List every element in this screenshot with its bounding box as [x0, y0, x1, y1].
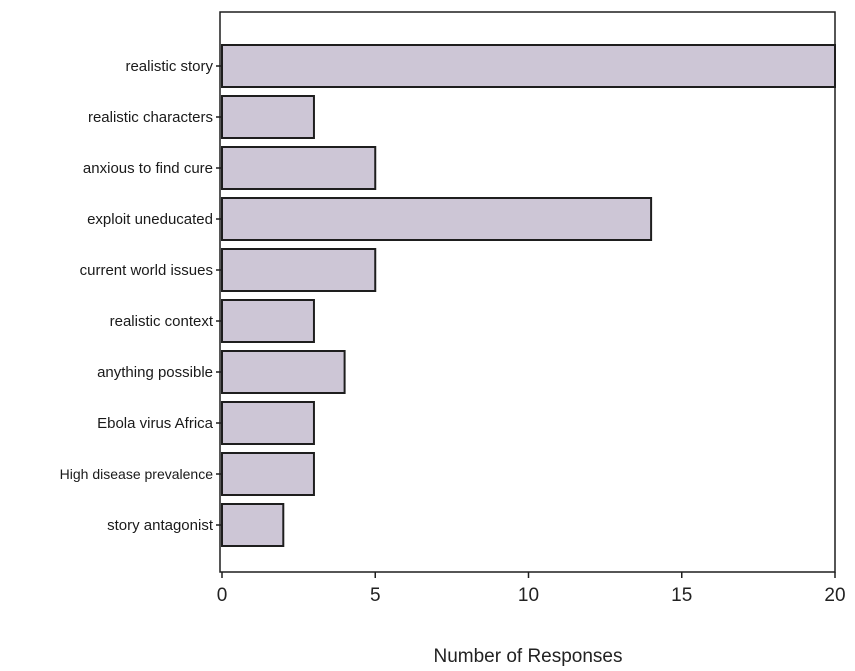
bar	[221, 452, 315, 496]
x-axis-ticks: 0 5 10 15 20	[217, 572, 846, 606]
category-label: realistic context	[110, 313, 214, 330]
category-label: exploit uneducated	[87, 211, 213, 228]
category-label: realistic story	[125, 58, 213, 75]
x-tick-label: 10	[518, 585, 539, 606]
x-tick-label: 20	[824, 585, 845, 606]
bar	[221, 248, 377, 292]
bar	[221, 299, 315, 343]
x-tick-label: 5	[370, 585, 381, 606]
category-label: High disease prevalence	[60, 466, 214, 482]
bar	[221, 350, 346, 394]
bars-group	[221, 44, 836, 547]
bar	[221, 503, 285, 547]
bar	[221, 95, 315, 139]
x-tick-label: 0	[217, 585, 228, 606]
bar	[221, 146, 377, 190]
bar	[221, 401, 315, 445]
category-labels: realistic story realistic characters anxio…	[60, 58, 222, 534]
category-label: realistic characters	[88, 109, 213, 126]
category-label: story antagonist	[107, 517, 214, 534]
bar	[221, 44, 836, 88]
category-label: anything possible	[97, 364, 213, 381]
x-axis-title: Number of Responses	[433, 646, 622, 667]
category-label: current world issues	[80, 262, 213, 279]
x-tick-label: 15	[671, 585, 692, 606]
category-label: anxious to find cure	[83, 160, 213, 177]
bar	[221, 197, 653, 241]
category-label: Ebola virus Africa	[97, 415, 214, 432]
